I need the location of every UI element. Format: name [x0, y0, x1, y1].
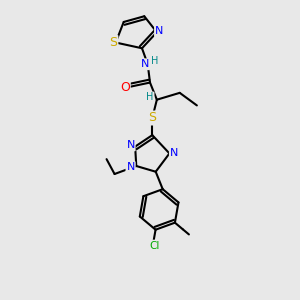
- Text: H: H: [151, 56, 159, 66]
- Text: N: N: [170, 148, 178, 158]
- Text: S: S: [148, 112, 156, 124]
- Text: N: N: [141, 59, 149, 69]
- Text: H: H: [146, 92, 154, 102]
- Text: Cl: Cl: [149, 241, 160, 250]
- Text: O: O: [120, 81, 130, 94]
- Text: N: N: [155, 26, 163, 36]
- Text: S: S: [110, 36, 117, 49]
- Text: N: N: [126, 140, 135, 150]
- Text: N: N: [126, 162, 135, 172]
